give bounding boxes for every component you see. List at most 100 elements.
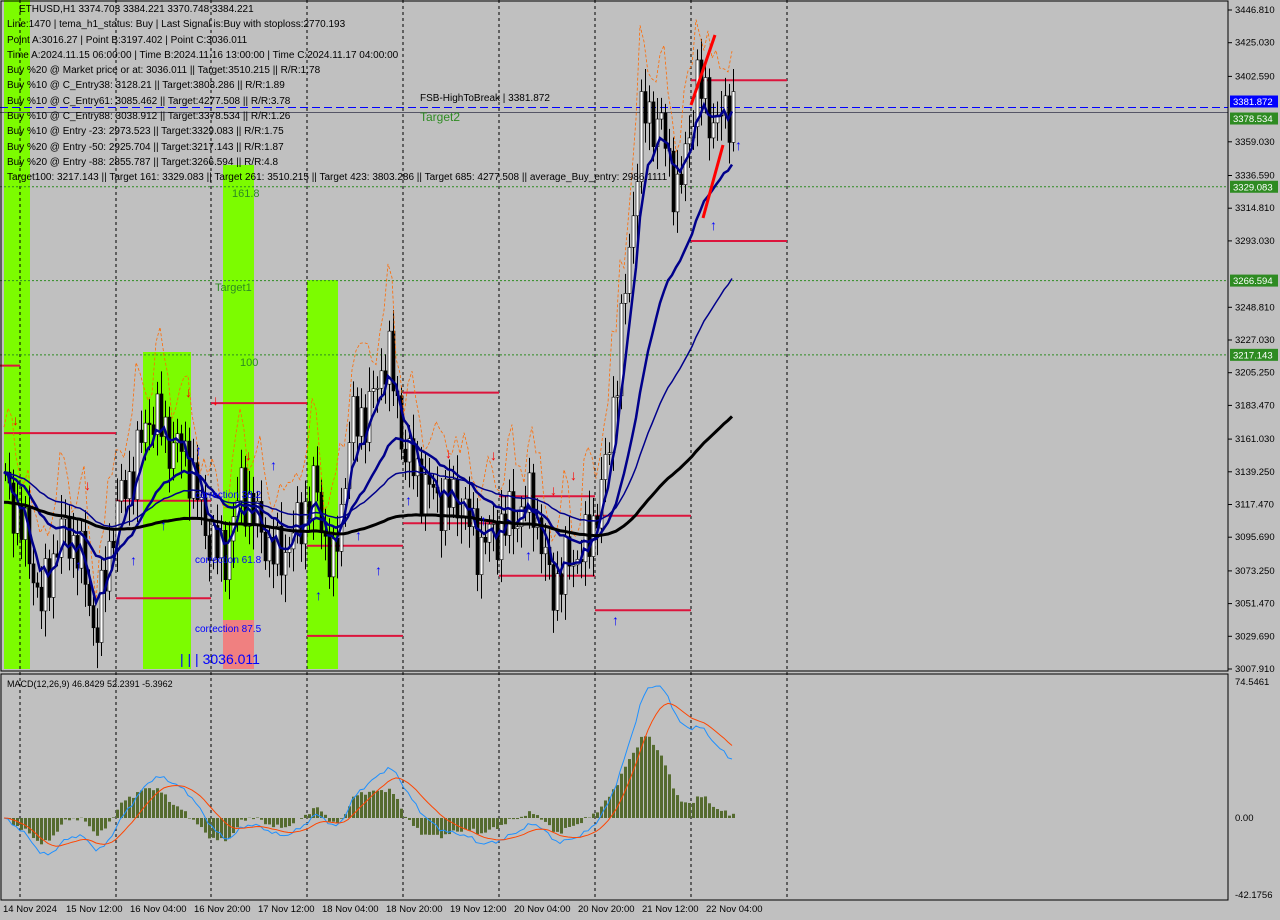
candle: [563, 536, 568, 595]
candle: [583, 514, 588, 563]
sell-arrow-icon: ↓: [550, 482, 557, 498]
macd-histogram-bar: [648, 736, 651, 818]
chart-label-pointc: | | | 3036.011: [180, 651, 260, 667]
macd-histogram-bar: [504, 818, 507, 825]
macd-histogram-bar: [44, 818, 47, 841]
price-tick: 3402.590: [1235, 71, 1275, 82]
macd-histogram-bar: [236, 818, 239, 828]
buy-arrow-icon: ↑: [480, 512, 487, 528]
candle: [635, 181, 640, 217]
candle: [379, 370, 384, 389]
macd-histogram-bar: [356, 795, 359, 818]
macd-histogram-bar: [460, 818, 463, 832]
macd-histogram-bar: [524, 815, 527, 818]
time-tick: 22 Nov 04:00: [706, 904, 763, 915]
macd-histogram-bar: [264, 818, 267, 825]
macd-histogram-bar: [100, 818, 103, 831]
buy-arrow-icon: ↑: [315, 587, 322, 603]
candle: [367, 391, 372, 443]
price-tick: 3227.030: [1235, 335, 1275, 346]
fib-zone: [307, 280, 338, 669]
candle: [407, 438, 412, 463]
trend-line: [689, 34, 717, 106]
candle: [643, 91, 648, 124]
price-tag-label: 3217.143: [1233, 350, 1273, 361]
buy-arrow-icon: ↑: [525, 547, 532, 563]
candle: [239, 467, 244, 502]
candle: [551, 564, 556, 611]
macd-histogram-bar: [200, 818, 203, 828]
price-tick: 3095.690: [1235, 532, 1275, 543]
candle: [387, 330, 392, 385]
info-panel: ETHUSD,H1 3374.703 3384.221 3370.748 338…: [7, 2, 667, 183]
candle: [87, 584, 92, 606]
macd-histogram-bar: [272, 818, 275, 828]
candle: [423, 474, 428, 515]
symbol-line: ETHUSD,H1 3374.703 3384.221 3370.748 338…: [19, 4, 254, 15]
sell-arrow-icon: ↓: [84, 477, 91, 493]
macd-histogram-bar: [216, 818, 219, 841]
buy-arrow-icon: ↑: [735, 137, 742, 153]
macd-histogram-bar: [56, 818, 59, 832]
sell-arrow-icon: ↓: [12, 412, 19, 428]
macd-histogram-bar: [384, 792, 387, 818]
candle: [647, 101, 652, 124]
candle: [555, 573, 560, 611]
macd-histogram-bar: [28, 818, 31, 834]
candle: [707, 77, 712, 139]
chart-label-corr61: correction 61.8: [195, 555, 262, 566]
macd-histogram-bar: [416, 818, 419, 828]
candle: [327, 536, 332, 578]
candle: [411, 438, 416, 477]
macd-histogram-bar: [656, 750, 659, 818]
buy-arrow-icon: ↑: [160, 517, 167, 533]
macd-histogram-bar: [48, 818, 51, 841]
macd-histogram-bar: [488, 818, 491, 830]
macd-histogram-bar: [360, 792, 363, 818]
macd-histogram-bar: [88, 818, 91, 827]
ma-mid-line: [3, 163, 734, 561]
sell-arrow-icon: ↓: [212, 392, 219, 408]
macd-histogram-bar: [448, 818, 451, 835]
candle: [403, 448, 408, 463]
candle: [443, 478, 448, 531]
macd-histogram-bar: [340, 818, 343, 819]
candle: [391, 330, 396, 392]
candle: [195, 462, 200, 500]
macd-histogram-bar: [400, 808, 403, 818]
candle: [43, 558, 48, 612]
candle: [567, 536, 572, 567]
fib-zone: [223, 165, 254, 620]
info-line: Point A:3016.27 | Point B:3197.402 | Poi…: [7, 34, 248, 46]
macd-histogram-bar: [36, 818, 39, 841]
candle: [123, 480, 128, 499]
info-line: Buy %10 @ C_Entry88: 3038.912 || Target:…: [7, 111, 291, 123]
macd-histogram-bar: [696, 796, 699, 818]
macd-histogram-bar: [180, 809, 183, 818]
signal-line: [3, 702, 733, 847]
macd-histogram-bar: [532, 814, 535, 818]
time-tick: 20 Nov 04:00: [514, 904, 571, 915]
macd-histogram-bar: [380, 790, 383, 818]
chart-label-target2: Target2: [420, 110, 460, 124]
sell-arrow-icon: ↓: [185, 384, 192, 400]
candle: [475, 508, 480, 575]
macd-histogram-bar: [508, 818, 511, 819]
price-tick: 3205.250: [1235, 368, 1275, 379]
candle: [663, 112, 668, 149]
macd-histogram-bar: [456, 818, 459, 832]
price-tick: 3248.810: [1235, 302, 1275, 313]
buy-arrow-icon: ↑: [710, 217, 717, 233]
candle: [431, 484, 436, 488]
macd-histogram-bar: [276, 818, 279, 825]
candle: [543, 546, 548, 555]
macd-line: [3, 685, 733, 856]
candle: [491, 523, 496, 525]
macd-histogram-bar: [64, 818, 67, 820]
macd-histogram-bar: [500, 818, 503, 825]
price-tick: 3314.810: [1235, 203, 1275, 214]
macd-histogram-bar: [552, 818, 555, 832]
macd-histogram-bar: [652, 744, 655, 818]
price-tick: 3183.470: [1235, 400, 1275, 411]
